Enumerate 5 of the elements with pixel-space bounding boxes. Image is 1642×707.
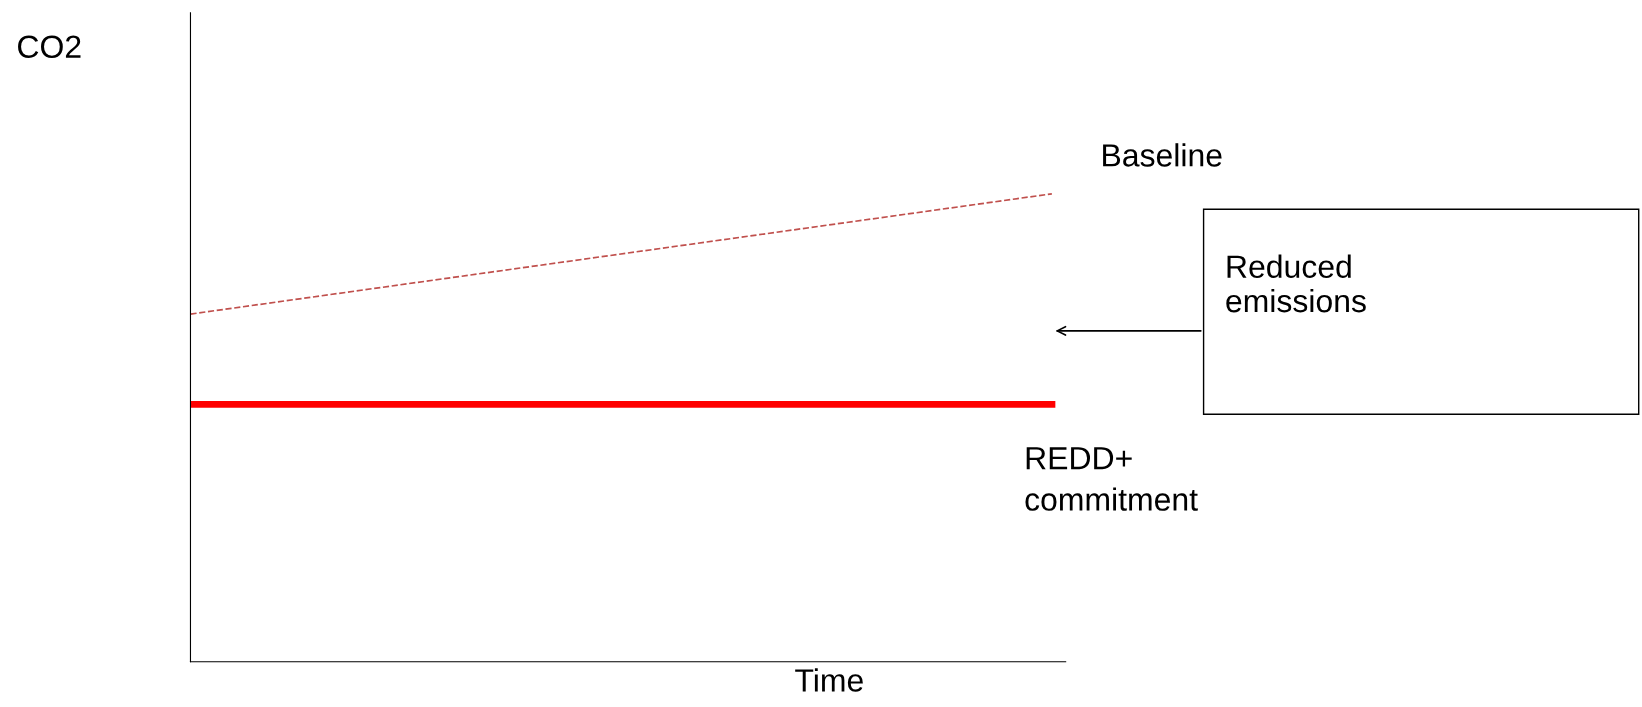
annotation: Reduced emissions — [1226, 254, 1366, 313]
series-label: Baseline — [1103, 143, 1222, 167]
series-label: REDD+ commitment — [1025, 447, 1198, 511]
y-axis-title: CO2 — [18, 35, 81, 59]
x-axis-title: Time — [795, 668, 863, 692]
